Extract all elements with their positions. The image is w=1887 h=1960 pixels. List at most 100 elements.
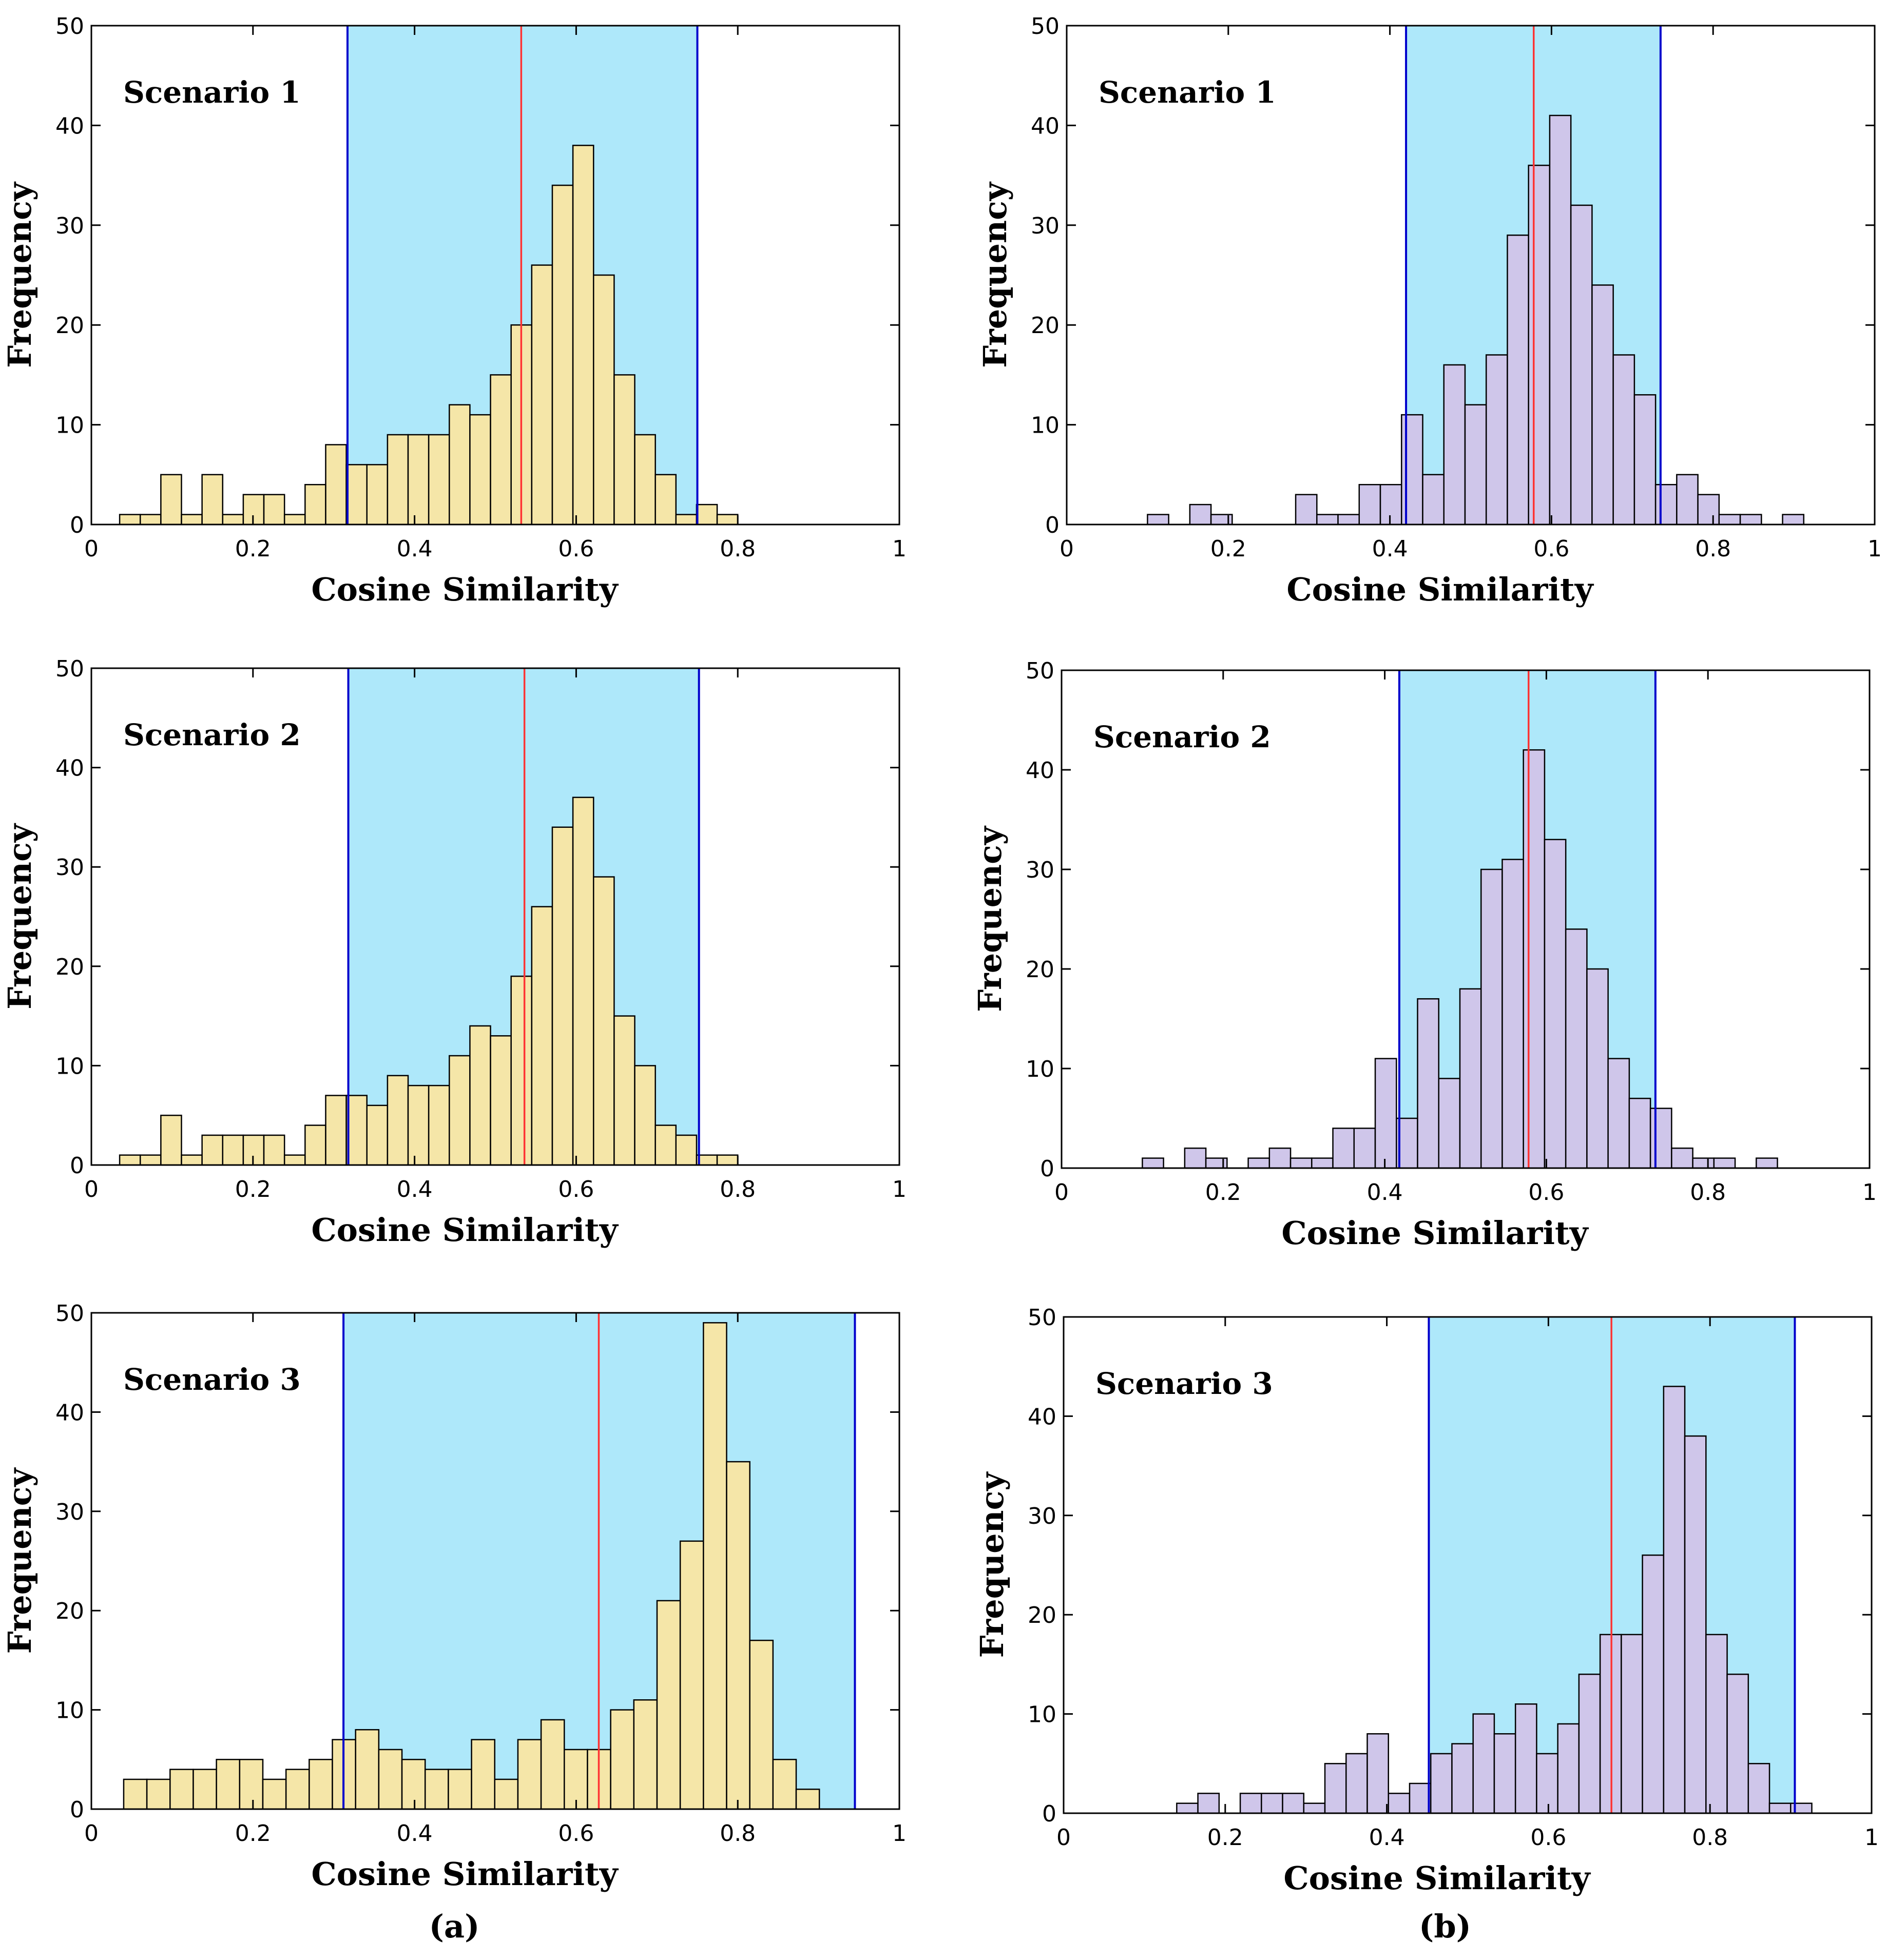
- histogram-bar: [1366, 1733, 1389, 1814]
- y-tick-label: 40: [1031, 113, 1060, 139]
- histogram-bar: [239, 1759, 264, 1810]
- histogram-bar: [1726, 1673, 1749, 1814]
- histogram-bar: [675, 1134, 698, 1166]
- histogram-bar: [1607, 1058, 1630, 1169]
- histogram-bar: [1713, 1157, 1736, 1169]
- histogram-bar: [1464, 404, 1487, 526]
- histogram-bar: [564, 1749, 588, 1810]
- histogram-bar: [1649, 1108, 1672, 1169]
- histogram-bar: [283, 1154, 306, 1166]
- histogram-bar: [1147, 514, 1169, 526]
- axes-frame: [90, 1312, 900, 1810]
- x-tick-label: 0.6: [558, 536, 594, 562]
- y-tick-label: 0: [1040, 1156, 1054, 1182]
- histogram-bar: [654, 1124, 677, 1166]
- histogram-bar: [1768, 1802, 1792, 1814]
- histogram-bar: [1671, 1147, 1693, 1169]
- histogram-bar: [1684, 1435, 1707, 1814]
- histogram-bar: [716, 514, 739, 526]
- histogram-bar: [1401, 414, 1423, 526]
- x-tick-label: 0.2: [1205, 1179, 1241, 1206]
- y-tick-label: 30: [55, 213, 84, 239]
- histogram-bar: [262, 1778, 287, 1810]
- x-tick-label: 0.4: [1369, 1825, 1405, 1851]
- y-tick-label: 30: [1028, 1503, 1056, 1529]
- y-tick-label: 20: [55, 954, 84, 980]
- histogram-bar: [283, 514, 306, 526]
- y-tick-label: 50: [55, 1301, 84, 1327]
- histogram-bar: [1409, 1782, 1432, 1814]
- scenario-label: Scenario 3: [1095, 1366, 1273, 1401]
- histogram-bar: [160, 1114, 182, 1166]
- x-tick-label: 0.6: [1528, 1179, 1564, 1206]
- x-axis-label: Cosine Similarity: [1286, 571, 1594, 608]
- histogram-bar: [540, 1719, 565, 1810]
- y-tick-label: 30: [1031, 213, 1060, 239]
- histogram-bar: [325, 1095, 347, 1166]
- y-tick-label: 20: [55, 313, 84, 339]
- x-tick-label: 1: [1867, 536, 1882, 562]
- y-axis-label: Frequency: [971, 825, 1009, 1012]
- histogram-bar: [428, 1084, 450, 1166]
- y-tick-label: 30: [55, 855, 84, 881]
- histogram-bar: [551, 184, 574, 526]
- histogram-bar: [1184, 1147, 1207, 1169]
- histogram-bar: [1642, 1554, 1665, 1814]
- y-tick-label: 50: [1028, 1305, 1056, 1331]
- y-tick-label: 50: [55, 13, 84, 40]
- histogram-bar: [531, 264, 553, 526]
- y-tick-label: 0: [70, 1797, 84, 1823]
- y-tick-label: 30: [1026, 857, 1054, 883]
- histogram-bar: [1536, 1753, 1558, 1814]
- y-tick-label: 0: [70, 1153, 84, 1179]
- histogram-bar: [201, 1134, 224, 1166]
- x-tick-label: 1: [892, 1176, 907, 1202]
- histogram-bar: [654, 474, 677, 526]
- histogram-bar: [749, 1639, 774, 1810]
- histogram-bar: [1422, 474, 1445, 526]
- histogram-bar: [613, 1015, 636, 1166]
- histogram-bar: [222, 514, 244, 526]
- histogram-bar: [1676, 474, 1699, 526]
- histogram-bar: [1295, 494, 1318, 526]
- y-tick-label: 10: [1026, 1056, 1054, 1082]
- histogram-bar: [216, 1759, 241, 1810]
- histogram-bar: [1718, 514, 1741, 526]
- x-tick-label: 0.4: [1367, 1179, 1403, 1206]
- x-tick-label: 1: [892, 1820, 907, 1847]
- histogram-bar: [1523, 749, 1546, 1169]
- histogram-bar: [139, 514, 162, 526]
- histogram-bar: [1501, 859, 1524, 1169]
- x-tick-label: 0.8: [720, 1176, 756, 1202]
- histogram-bar: [119, 514, 141, 526]
- histogram-bar: [428, 434, 450, 526]
- histogram-bar: [1303, 1802, 1326, 1814]
- x-axis-label: Cosine Similarity: [311, 1855, 619, 1893]
- x-axis-label: Cosine Similarity: [311, 571, 619, 608]
- x-tick-label: 0.2: [235, 1820, 271, 1847]
- histogram-bar: [1586, 968, 1609, 1169]
- histogram-bar: [366, 1104, 389, 1166]
- y-axis-label: Frequency: [1, 823, 38, 1010]
- histogram-bar: [146, 1778, 171, 1810]
- histogram-bar: [1739, 514, 1762, 526]
- histogram-bar: [139, 1154, 162, 1166]
- histogram-bar: [304, 483, 326, 526]
- y-tick-label: 20: [55, 1598, 84, 1624]
- y-tick-label: 30: [55, 1499, 84, 1525]
- histogram-bar: [1485, 354, 1508, 526]
- histogram-bar: [355, 1729, 380, 1810]
- y-tick-label: 40: [55, 1400, 84, 1426]
- y-tick-label: 40: [55, 113, 84, 139]
- histogram-bar: [1663, 1386, 1686, 1814]
- histogram-bar: [1289, 1157, 1313, 1169]
- histogram-bar: [1578, 1673, 1601, 1814]
- histogram-bar: [401, 1759, 426, 1810]
- y-tick-label: 50: [1031, 13, 1060, 40]
- histogram-bar: [160, 474, 182, 526]
- x-tick-label: 0.2: [1210, 536, 1246, 562]
